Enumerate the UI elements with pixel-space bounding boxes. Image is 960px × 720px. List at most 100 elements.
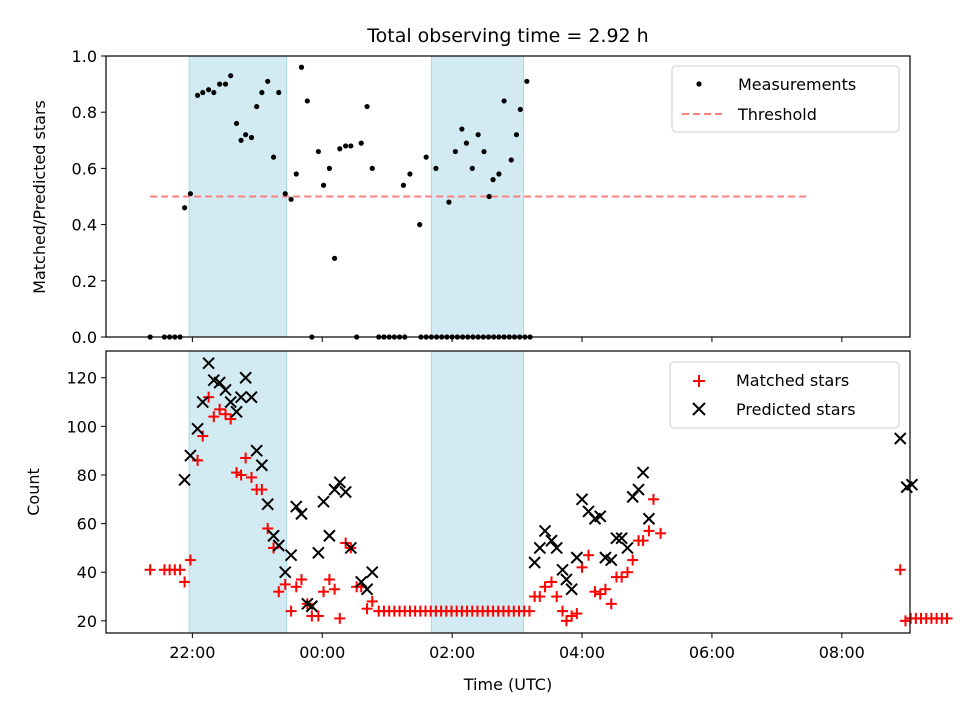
matched-star-point bbox=[285, 605, 297, 617]
predicted-star-point bbox=[560, 573, 573, 586]
measurement-legend-marker bbox=[696, 81, 702, 87]
y-tick-label: 120 bbox=[66, 369, 97, 388]
measurement-point bbox=[320, 182, 327, 188]
measurement-point bbox=[452, 148, 458, 155]
y-tick-label: 60 bbox=[77, 515, 97, 534]
measurement-point bbox=[481, 148, 487, 155]
y-tick-label: 0.2 bbox=[72, 272, 97, 291]
measurement-point bbox=[501, 98, 507, 104]
x-tick-label: 04:00 bbox=[559, 643, 605, 662]
predicted-star-point bbox=[202, 356, 215, 370]
measurement-point bbox=[270, 154, 277, 160]
matched-star-point bbox=[576, 561, 588, 573]
matched-star-point bbox=[240, 452, 252, 464]
predicted-star-point bbox=[305, 600, 319, 613]
measurement-point bbox=[228, 73, 234, 79]
matched-legend-marker bbox=[693, 375, 705, 387]
matched-star-point bbox=[144, 564, 156, 576]
measurement-point bbox=[400, 182, 407, 188]
matched-star-point bbox=[523, 605, 535, 617]
predicted-star-point bbox=[642, 512, 656, 525]
predicted-star-point bbox=[355, 575, 368, 589]
predicted-star-point bbox=[178, 473, 191, 487]
measurement-point bbox=[343, 143, 349, 149]
matched-star-point bbox=[179, 576, 191, 588]
x-tick-label: 08:00 bbox=[819, 643, 865, 662]
measurement-point bbox=[243, 132, 249, 138]
predicted-star-point bbox=[234, 390, 248, 404]
matched-star-point bbox=[225, 413, 237, 425]
shaded-interval-1 bbox=[430, 55, 525, 338]
predicted-star-point bbox=[556, 563, 569, 577]
measurement-point bbox=[304, 98, 310, 104]
matched-star-point bbox=[566, 610, 578, 622]
matched-star-point bbox=[616, 571, 628, 583]
figure-title: Total observing time = 2.92 h bbox=[366, 25, 648, 47]
predicted-star-point bbox=[339, 485, 352, 499]
measurement-point bbox=[293, 171, 299, 177]
measurement-point bbox=[364, 103, 370, 110]
measurement-point bbox=[513, 132, 520, 138]
ratio-y-axis-label: Matched/Predicted stars bbox=[30, 100, 49, 294]
y-tick-label: 20 bbox=[77, 612, 97, 631]
y-tick-label: 100 bbox=[66, 417, 97, 436]
matched-star-point bbox=[941, 612, 953, 624]
measurement-point bbox=[326, 165, 333, 171]
predicted-star-point bbox=[284, 548, 298, 562]
matched-star-point bbox=[647, 493, 659, 505]
matched-star-point bbox=[560, 615, 572, 627]
y-tick-label: 0.6 bbox=[72, 159, 97, 178]
predicted-star-point bbox=[565, 583, 578, 596]
matched-star-point bbox=[262, 522, 274, 534]
measurement-point bbox=[332, 255, 338, 261]
x-tick-label: 00:00 bbox=[299, 643, 345, 662]
legend-predicted: Predicted stars bbox=[736, 400, 856, 419]
predicted-star-point bbox=[213, 376, 226, 389]
matched-star-point bbox=[546, 576, 558, 588]
measurement-point bbox=[459, 126, 465, 132]
matched-star-point bbox=[323, 574, 335, 586]
predicted-star-point bbox=[245, 390, 258, 404]
matched-star-point bbox=[219, 408, 231, 420]
measurement-point bbox=[211, 89, 217, 96]
measurement-point bbox=[238, 137, 244, 143]
measurement-point bbox=[490, 177, 496, 183]
predicted-star-point bbox=[279, 566, 292, 579]
predicted-star-point bbox=[615, 531, 628, 545]
predicted-star-point bbox=[905, 478, 919, 491]
matched-star-point bbox=[184, 554, 196, 566]
measurement-point bbox=[508, 157, 514, 163]
y-tick-label: 40 bbox=[77, 563, 97, 582]
measurement-point bbox=[206, 87, 212, 93]
y-tick-label: 0.4 bbox=[72, 216, 97, 235]
measurement-point bbox=[181, 205, 188, 211]
predicted-star-point bbox=[528, 556, 541, 569]
predicted-star-point bbox=[261, 497, 274, 511]
y-tick-label: 80 bbox=[77, 466, 97, 485]
matched-star-point bbox=[312, 610, 324, 622]
matched-star-point bbox=[551, 591, 563, 603]
ratio-legend-box bbox=[671, 65, 900, 133]
predicted-star-point bbox=[545, 534, 558, 547]
measurement-point bbox=[276, 89, 282, 96]
matched-star-point bbox=[235, 469, 247, 481]
predicted-star-point bbox=[184, 449, 197, 462]
matched-star-point bbox=[208, 411, 220, 423]
measurement-point bbox=[282, 191, 288, 197]
predicted-star-point bbox=[224, 395, 237, 409]
predicted-star-point bbox=[333, 476, 347, 489]
measurement-point bbox=[358, 140, 364, 146]
measurement-point bbox=[524, 78, 530, 84]
measurement-point bbox=[417, 222, 423, 228]
predicted-star-point bbox=[290, 500, 303, 513]
matched-star-point bbox=[174, 564, 186, 576]
predicted-star-point bbox=[196, 395, 209, 409]
ratio-legend: Measurements Threshold bbox=[671, 65, 900, 133]
predicted-star-point bbox=[317, 495, 330, 508]
predicted-star-point bbox=[250, 444, 263, 457]
predicted-star-point bbox=[295, 507, 308, 521]
predicted-star-point bbox=[272, 539, 285, 552]
measurement-point bbox=[222, 81, 229, 87]
predicted-star-point bbox=[594, 510, 607, 523]
ratio-plot-frame bbox=[105, 55, 911, 338]
